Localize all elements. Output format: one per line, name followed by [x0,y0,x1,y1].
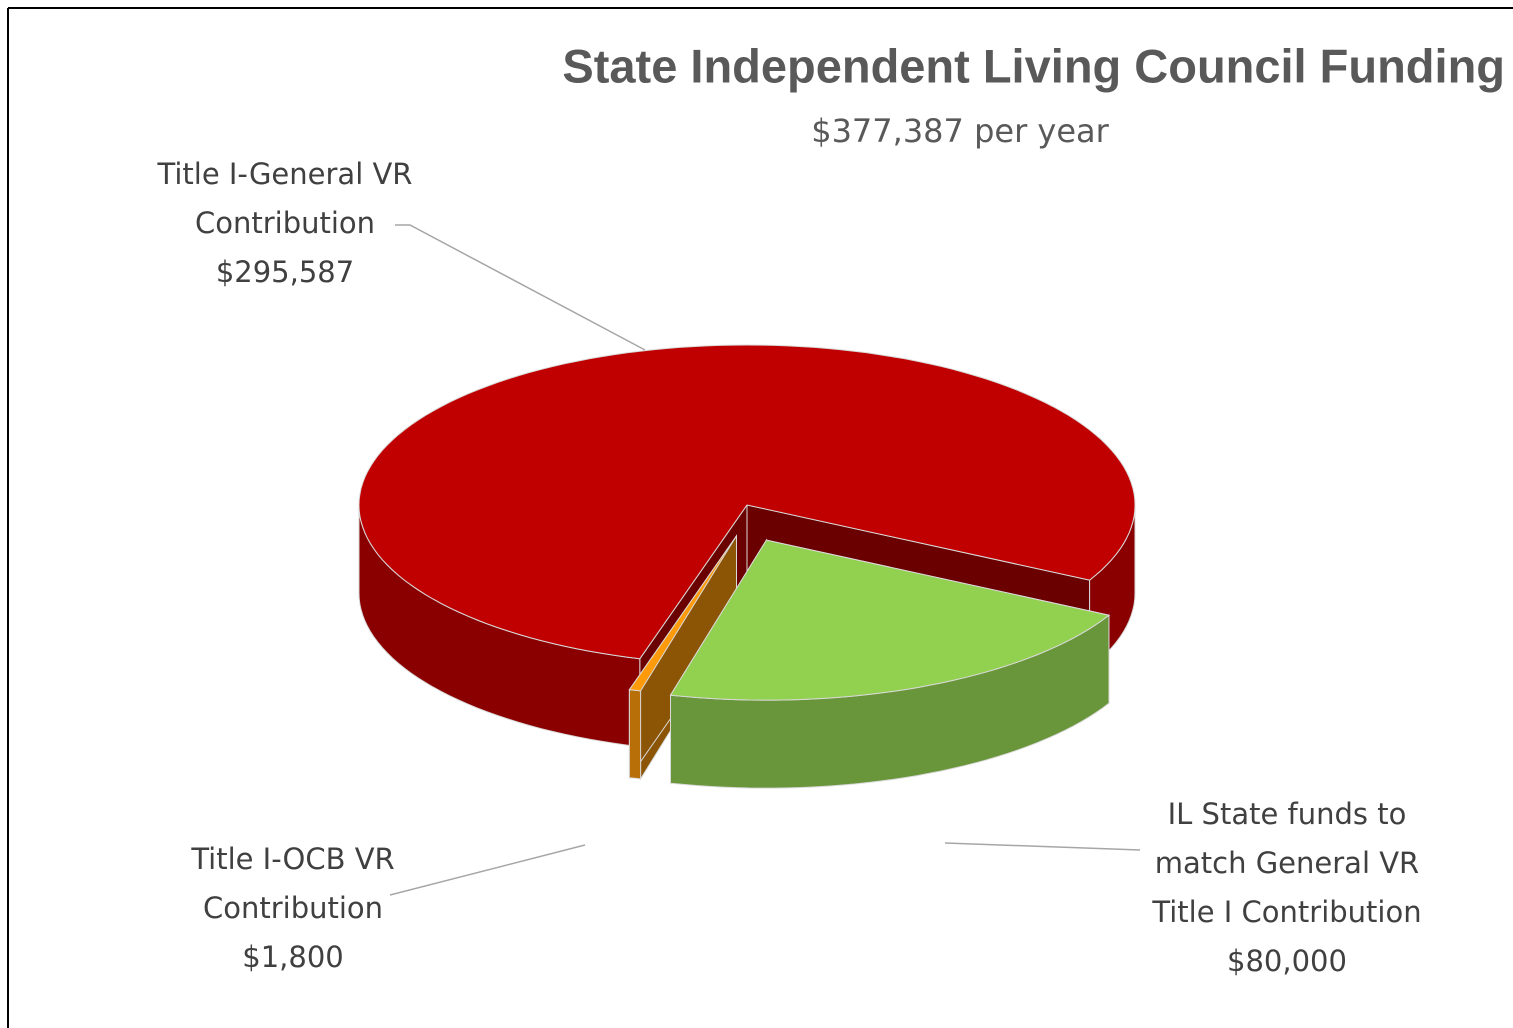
pie-slice [669,538,1111,789]
label-name: IL State funds to match General VR Title… [1152,797,1422,929]
slice-top [358,344,1136,660]
data-label: IL State funds to match General VR Title… [1117,790,1457,986]
pie-slice [628,534,737,781]
leader-line [389,844,586,896]
leader-line [944,842,1141,851]
data-label: Title I-OCB VR Contribution $1,800 [123,835,463,982]
slice-top [628,535,737,692]
slice-top [669,539,1111,701]
label-name: Title I-OCB VR Contribution [191,842,395,925]
label-value: $1,800 [242,940,344,974]
leader-line [395,224,646,351]
label-value: $295,587 [215,255,355,289]
pie [358,344,1136,789]
label-name: Title I-General VR Contribution [157,157,413,240]
slice-side [628,689,642,780]
data-label: Title I-General VR Contribution $295,587 [115,150,455,297]
chart-subtitle: $377,387 per year [811,112,1109,150]
chart-title: State Independent Living Council Funding [562,39,1505,92]
label-value: $80,000 [1227,944,1347,978]
